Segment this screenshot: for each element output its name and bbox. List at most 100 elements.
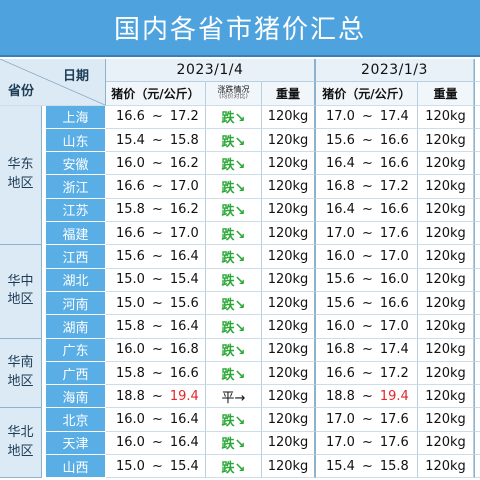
- price-low: 16.0: [116, 342, 145, 358]
- range-separator: ~: [151, 155, 163, 171]
- weight-cell: 120kg: [418, 245, 474, 269]
- price-table: 日期 省份 2023/1/4 2023/1/3 猪价（元/公斤） 涨跌情况 (均…: [0, 59, 480, 479]
- table-gap: [474, 455, 480, 479]
- trend-cell: 跌↘: [206, 105, 262, 129]
- region-label: 华北 地区: [0, 408, 42, 479]
- province-cell: 江苏: [42, 198, 106, 223]
- table-gap: [474, 175, 480, 199]
- price-low: 16.0: [326, 249, 355, 265]
- date-axis-label: 日期: [62, 69, 89, 84]
- price-high: 15.4: [169, 272, 199, 288]
- price-high: 16.4: [169, 435, 199, 451]
- price-low: 16.6: [116, 179, 145, 195]
- price-high: 16.6: [379, 132, 409, 148]
- trend-cell: 跌↘: [206, 175, 262, 199]
- price-range-cell: 16.8 ~17.2: [316, 175, 418, 199]
- weight-cell: 120kg: [262, 291, 316, 316]
- price-range-cell: 18.8 ~19.4: [106, 385, 206, 409]
- range-separator: ~: [151, 318, 163, 334]
- price-high: 17.2: [379, 179, 409, 195]
- province-cell: 山西: [42, 455, 106, 479]
- table-gap: [474, 268, 480, 292]
- weight-column-header-2: 重量: [418, 82, 474, 106]
- trend-cell: 跌↘: [206, 455, 262, 479]
- price-high: 17.6: [379, 435, 409, 451]
- province-cell: 北京: [42, 408, 106, 432]
- price-high: 17.0: [169, 225, 199, 241]
- range-separator: ~: [151, 202, 163, 218]
- table-gap: [474, 338, 480, 362]
- price-low: 16.4: [326, 155, 355, 171]
- region-label: 华南 地区: [0, 338, 42, 409]
- price-high: 17.0: [379, 249, 409, 265]
- price-range-cell: 16.8 ~17.4: [316, 338, 418, 362]
- price-low: 16.6: [116, 109, 145, 125]
- trend-cell: 跌↘: [206, 128, 262, 153]
- range-separator: ~: [361, 318, 373, 334]
- price-low: 15.6: [326, 272, 355, 288]
- price-low: 17.0: [326, 109, 355, 125]
- date-header-2: 2023/1/3: [316, 59, 474, 83]
- price-high: 17.2: [169, 109, 199, 125]
- range-separator: ~: [361, 249, 373, 265]
- price-low: 16.4: [326, 202, 355, 218]
- province-cell: 福建: [42, 222, 106, 246]
- price-high: 16.6: [379, 155, 409, 171]
- price-low: 15.6: [326, 295, 355, 311]
- table-gap: [474, 128, 480, 153]
- range-separator: ~: [361, 295, 373, 311]
- weight-cell: 120kg: [418, 431, 474, 456]
- trend-cell: 跌↘: [206, 222, 262, 246]
- price-low: 16.8: [326, 342, 355, 358]
- price-high: 17.6: [379, 412, 409, 428]
- price-range-cell: 15.6 ~16.4: [106, 245, 206, 269]
- trend-cell: 跌↘: [206, 245, 262, 269]
- price-high: 17.4: [379, 109, 409, 125]
- range-separator: ~: [151, 458, 163, 474]
- table-gap: [474, 222, 480, 246]
- price-range-cell: 16.0 ~16.4: [106, 431, 206, 456]
- price-high: 16.6: [379, 202, 409, 218]
- weight-cell: 120kg: [418, 128, 474, 153]
- weight-cell: 120kg: [262, 245, 316, 269]
- range-separator: ~: [361, 365, 373, 381]
- range-separator: ~: [361, 458, 373, 474]
- price-range-cell: 16.6 ~17.0: [106, 222, 206, 246]
- price-low: 16.6: [326, 365, 355, 381]
- price-range-cell: 17.0 ~17.4: [316, 105, 418, 129]
- price-range-cell: 16.0 ~16.2: [106, 152, 206, 176]
- price-low: 16.8: [326, 179, 355, 195]
- price-high: 17.6: [379, 225, 409, 241]
- weight-cell: 120kg: [418, 198, 474, 223]
- price-range-cell: 17.0 ~17.6: [316, 222, 418, 246]
- price-range-cell: 15.0 ~15.6: [106, 291, 206, 316]
- range-separator: ~: [151, 179, 163, 195]
- price-high: 16.4: [169, 318, 199, 334]
- province-cell: 山东: [42, 128, 106, 153]
- weight-cell: 120kg: [262, 338, 316, 362]
- weight-cell: 120kg: [418, 105, 474, 129]
- weight-cell: 120kg: [262, 431, 316, 456]
- range-separator: ~: [361, 132, 373, 148]
- price-low: 15.6: [116, 249, 145, 265]
- price-high: 16.4: [169, 249, 199, 265]
- weight-cell: 120kg: [418, 175, 474, 199]
- trend-cell: 跌↘: [206, 198, 262, 223]
- price-range-cell: 15.0 ~15.4: [106, 455, 206, 479]
- price-range-cell: 15.4 ~15.8: [316, 455, 418, 479]
- table-gap: [474, 361, 480, 386]
- weight-cell: 120kg: [418, 338, 474, 362]
- weight-cell: 120kg: [262, 105, 316, 129]
- weight-cell: 120kg: [418, 152, 474, 176]
- price-low: 15.8: [116, 318, 145, 334]
- range-separator: ~: [151, 295, 163, 311]
- price-high: 16.6: [169, 365, 199, 381]
- province-cell: 湖北: [42, 268, 106, 292]
- price-high: 16.0: [379, 272, 409, 288]
- province-cell: 广东: [42, 338, 106, 362]
- price-low: 15.8: [116, 202, 145, 218]
- range-separator: ~: [361, 388, 373, 404]
- price-high: 16.6: [379, 295, 409, 311]
- trend-column-header: 涨跌情况 (均价对比): [206, 82, 262, 106]
- table-gap: [474, 105, 480, 129]
